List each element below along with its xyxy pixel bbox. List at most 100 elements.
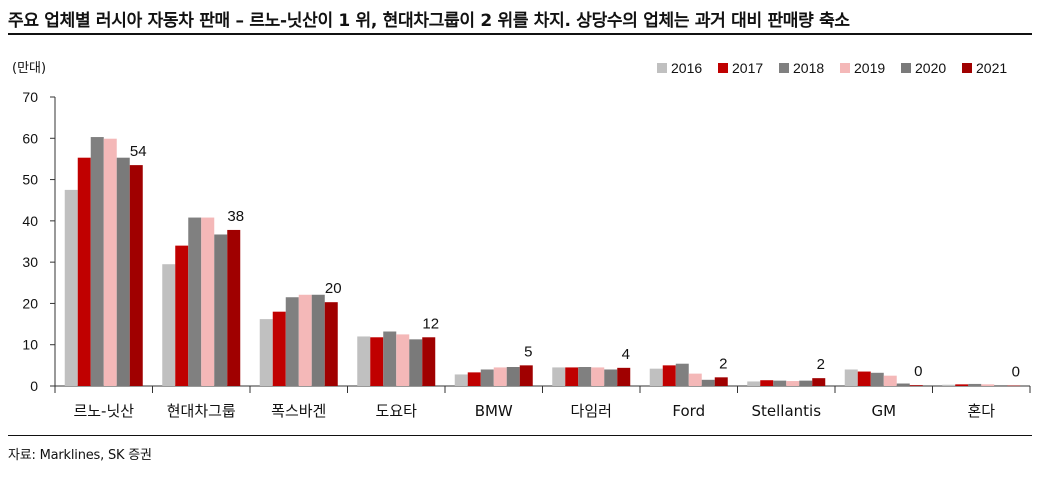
x-category-label: Ford bbox=[672, 402, 705, 420]
bar-2019 bbox=[298, 294, 312, 386]
bar-2017 bbox=[272, 311, 286, 386]
legend-swatch-2017 bbox=[718, 63, 728, 73]
bar-2019 bbox=[396, 334, 410, 386]
legend-swatch-2019 bbox=[840, 63, 850, 73]
bar-2021 bbox=[422, 337, 436, 386]
bar-2019 bbox=[786, 381, 800, 386]
bar-2018 bbox=[480, 369, 494, 386]
legend-swatch-2018 bbox=[779, 63, 789, 73]
bar-2019 bbox=[981, 384, 995, 386]
x-category-label: BMW bbox=[475, 402, 513, 420]
y-tick-label: 70 bbox=[22, 89, 38, 105]
bar-2018 bbox=[383, 331, 397, 386]
bar-2016 bbox=[649, 368, 663, 386]
data-label: 20 bbox=[325, 280, 342, 297]
bar-2016 bbox=[942, 384, 956, 386]
bar-2018 bbox=[188, 217, 202, 386]
x-category-label: 도요타 bbox=[376, 402, 418, 420]
bar-2017 bbox=[370, 337, 384, 386]
data-label: 54 bbox=[130, 143, 147, 160]
bar-2016 bbox=[357, 336, 371, 386]
bar-2016 bbox=[552, 367, 566, 386]
legend-label: 2020 bbox=[915, 60, 946, 76]
bar-2016 bbox=[747, 381, 761, 386]
bar-2021 bbox=[129, 165, 143, 386]
bar-2020 bbox=[311, 294, 325, 386]
legend-swatch-2021 bbox=[962, 63, 972, 73]
bar-2019 bbox=[883, 375, 897, 386]
bar-2020 bbox=[994, 385, 1008, 386]
y-tick-label: 20 bbox=[22, 295, 38, 311]
bar-2020 bbox=[116, 157, 130, 386]
x-category-label: 르노-닛산 bbox=[73, 402, 134, 420]
bar-2017 bbox=[955, 384, 969, 386]
bar-2019 bbox=[201, 217, 215, 386]
bar-2016 bbox=[259, 319, 273, 386]
x-category-label: GM bbox=[871, 402, 896, 420]
chart-title: 주요 업체별 러시아 자동차 판매 – 르노-닛산이 1 위, 현대차그룹이 2… bbox=[8, 11, 850, 31]
bar-2016 bbox=[844, 369, 858, 386]
y-axis-unit-label: (만대) bbox=[12, 61, 46, 76]
x-category-label: 폭스바겐 bbox=[271, 402, 326, 420]
title-divider bbox=[8, 33, 1032, 35]
legend-label: 2017 bbox=[732, 60, 763, 76]
bar-2020 bbox=[604, 369, 618, 386]
bar-2017 bbox=[760, 380, 774, 386]
bar-2019 bbox=[493, 367, 507, 386]
legend-swatch-2020 bbox=[901, 63, 911, 73]
bar-2017 bbox=[565, 367, 579, 386]
bar-2016 bbox=[64, 189, 78, 386]
bar-2018 bbox=[578, 367, 592, 386]
legend-label: 2021 bbox=[976, 60, 1007, 76]
bar-2021 bbox=[909, 385, 923, 386]
y-tick-label: 50 bbox=[22, 172, 38, 188]
bar-2016 bbox=[454, 374, 468, 386]
legend-label: 2016 bbox=[671, 60, 702, 76]
x-category-label: Stellantis bbox=[751, 402, 821, 420]
data-label: 5 bbox=[524, 343, 532, 360]
bar-2020 bbox=[409, 339, 423, 386]
bar-2018 bbox=[773, 380, 787, 386]
y-tick-label: 10 bbox=[22, 337, 38, 353]
bar-2017 bbox=[175, 245, 189, 386]
data-label: 2 bbox=[817, 356, 825, 373]
x-category-label: 현대차그룹 bbox=[167, 402, 236, 420]
x-category-label: 다임러 bbox=[571, 402, 612, 420]
bar-2021 bbox=[227, 229, 241, 386]
y-tick-label: 40 bbox=[22, 213, 38, 229]
bar-2021 bbox=[617, 367, 631, 386]
source-note: 자료: Marklines, SK 증권 bbox=[8, 448, 152, 463]
bar-2019 bbox=[103, 138, 117, 386]
bar-2020 bbox=[701, 379, 715, 386]
bar-2021 bbox=[519, 365, 533, 386]
bar-2018 bbox=[90, 137, 104, 386]
bar-2017 bbox=[662, 365, 676, 386]
bar-2020 bbox=[506, 367, 520, 386]
data-label: 2 bbox=[719, 355, 727, 372]
bar-2018 bbox=[968, 383, 982, 386]
bar-2018 bbox=[870, 372, 884, 386]
bar-2019 bbox=[591, 367, 605, 386]
data-label: 4 bbox=[622, 346, 630, 363]
bar-2020 bbox=[799, 380, 813, 386]
data-label: 12 bbox=[422, 315, 439, 332]
bar-2021 bbox=[812, 378, 826, 386]
bar-2017 bbox=[857, 371, 871, 386]
x-category-label: 혼다 bbox=[967, 402, 995, 420]
bar-2017 bbox=[467, 372, 481, 386]
source-divider bbox=[8, 435, 1032, 436]
bar-2020 bbox=[214, 234, 228, 386]
bar-2018 bbox=[675, 363, 689, 386]
y-tick-label: 0 bbox=[30, 378, 38, 394]
bar-2021 bbox=[1007, 385, 1021, 387]
legend-label: 2019 bbox=[854, 60, 885, 76]
data-label: 0 bbox=[1012, 364, 1020, 381]
legend-swatch-2016 bbox=[657, 63, 667, 73]
bar-2017 bbox=[77, 157, 91, 386]
y-tick-label: 60 bbox=[22, 130, 38, 146]
y-tick-label: 30 bbox=[22, 254, 38, 270]
bar-2021 bbox=[714, 377, 728, 386]
bar-2016 bbox=[162, 264, 176, 386]
data-label: 38 bbox=[227, 208, 244, 225]
bar-2021 bbox=[324, 302, 338, 386]
